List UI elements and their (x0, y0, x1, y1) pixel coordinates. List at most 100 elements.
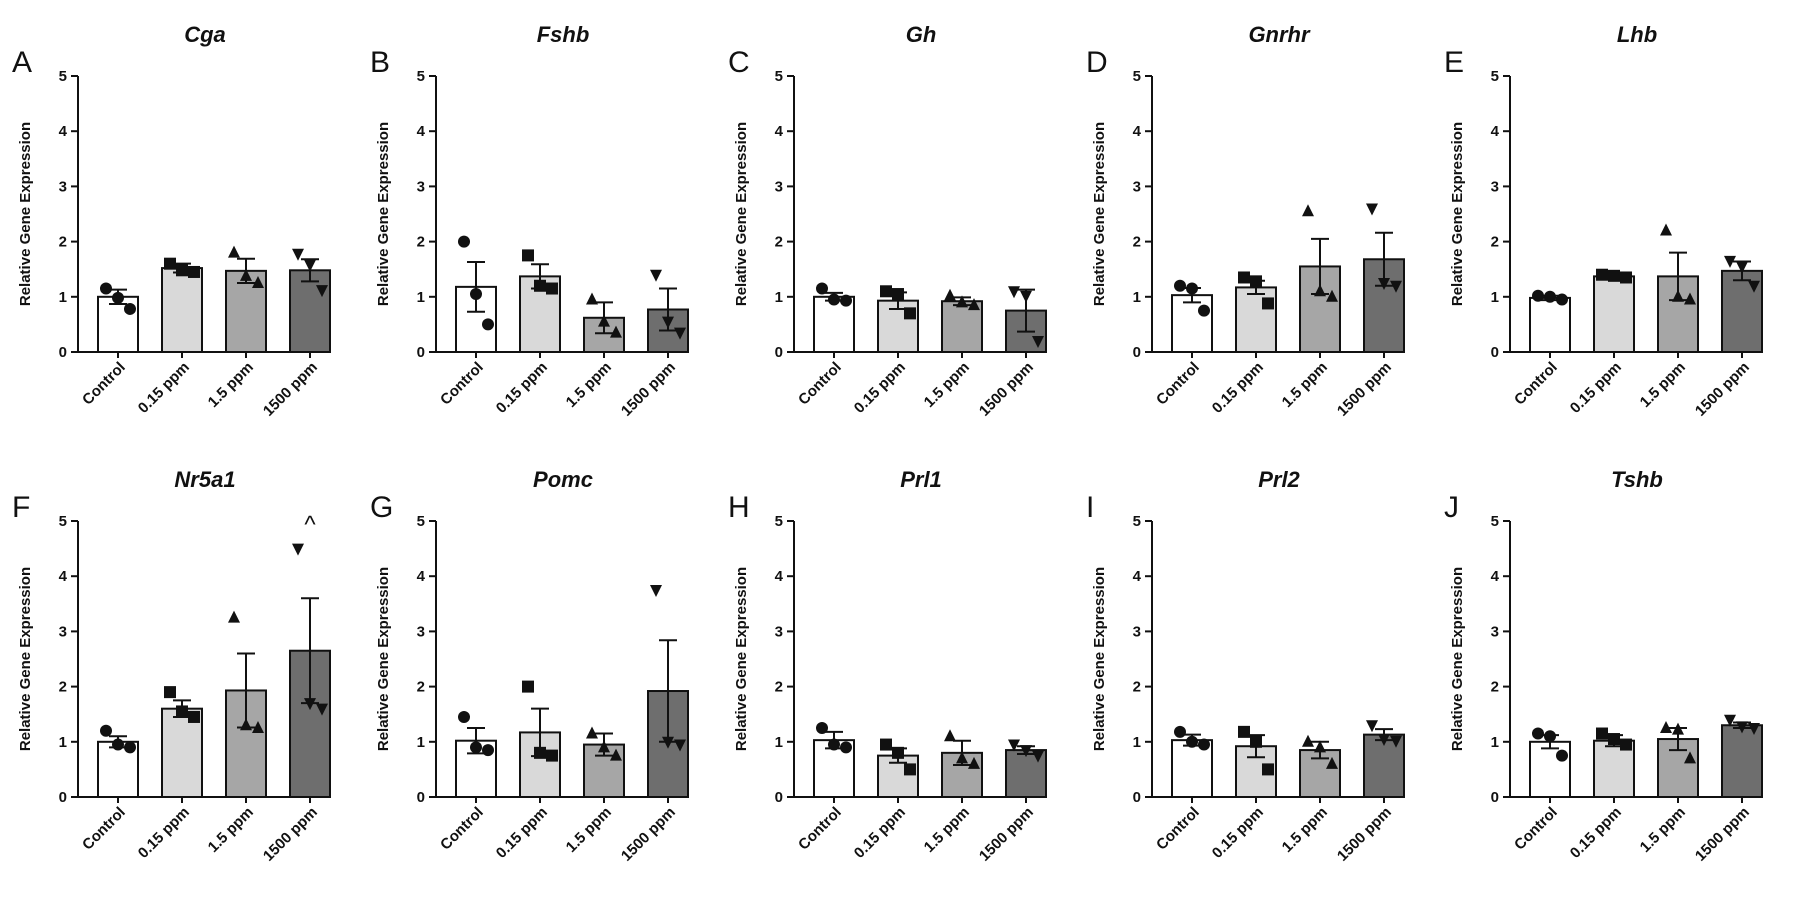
data-point (828, 738, 840, 751)
y-tick-label: 1 (1133, 289, 1141, 306)
data-point (1262, 297, 1274, 310)
panel-f: F Nr5a1 Relative Gene Expression Control 0.1… (12, 467, 331, 865)
y-tick-label: 0 (1133, 789, 1141, 806)
bar (1529, 740, 1571, 798)
data-point (892, 288, 904, 301)
x-tick-label: Control (79, 804, 129, 854)
data-point (816, 722, 828, 734)
data-point (100, 282, 112, 295)
data-point (482, 744, 494, 757)
panel-letter: C (728, 46, 750, 79)
x-tick-label: 1500 ppm (976, 359, 1037, 420)
data-point (188, 265, 200, 278)
x-tick-label: 1.5 ppm (563, 359, 615, 411)
x-tick-label: Control (1511, 359, 1561, 409)
data-point (1608, 733, 1620, 746)
y-axis-label: Relative Gene Expression (1449, 122, 1466, 306)
y-tick-label: 0 (417, 344, 425, 361)
panel-title: Nr5a1 (174, 467, 235, 492)
y-tick-label: 2 (59, 679, 67, 696)
y-tick-label: 4 (1133, 568, 1142, 585)
panel-title: Gh (906, 22, 937, 47)
data-point (1314, 284, 1326, 297)
y-tick-label: 2 (59, 234, 67, 251)
data-point (904, 763, 916, 776)
data-point (316, 285, 328, 298)
y-tick-label: 5 (417, 513, 425, 530)
panel-letter: H (728, 491, 750, 524)
x-tick-label: 0.15 ppm (135, 804, 193, 862)
data-point (1684, 751, 1696, 764)
panel-title: Cga (184, 22, 226, 47)
y-tick-label: 2 (775, 679, 783, 696)
y-tick-label: 0 (59, 789, 67, 806)
data-point (944, 288, 956, 301)
x-tick-label: 0.15 ppm (1209, 359, 1267, 417)
data-point (1008, 739, 1020, 752)
y-tick-label: 3 (1133, 623, 1141, 640)
data-point (1198, 738, 1210, 751)
data-point (1724, 714, 1736, 727)
x-tick-label: 1500 ppm (1334, 359, 1395, 420)
panel-title: Pomc (533, 467, 593, 492)
y-tick-label: 5 (1133, 513, 1141, 530)
panel-title: Prl2 (1258, 467, 1300, 492)
data-point (546, 282, 558, 295)
data-point (968, 298, 980, 311)
x-tick-label: 1500 ppm (1692, 359, 1753, 420)
data-point (1378, 734, 1390, 747)
data-point (1390, 280, 1402, 293)
y-tick-label: 3 (775, 623, 783, 640)
y-tick-label: 4 (59, 123, 68, 140)
data-point (1660, 721, 1672, 733)
y-tick-label: 0 (417, 789, 425, 806)
bar (1721, 724, 1763, 798)
y-tick-label: 3 (59, 178, 67, 195)
data-point (482, 318, 494, 331)
y-tick-label: 4 (59, 568, 68, 585)
data-point (1250, 275, 1262, 288)
panel-c: C Gh Relative Gene Expression Control 0.15 p… (728, 22, 1047, 420)
x-tick-label: 1500 ppm (260, 359, 321, 420)
data-point (1032, 335, 1044, 348)
y-axis-label: Relative Gene Expression (1091, 567, 1108, 751)
data-point (1544, 290, 1556, 303)
y-axis-label: Relative Gene Expression (375, 567, 392, 751)
data-point (650, 585, 662, 597)
data-point (1596, 268, 1608, 281)
data-point (470, 741, 482, 754)
y-tick-label: 1 (775, 734, 783, 751)
y-tick-label: 2 (1133, 679, 1141, 696)
data-point (880, 285, 892, 298)
data-point (1174, 279, 1186, 292)
data-point (176, 264, 188, 277)
bar (289, 269, 331, 353)
data-point (522, 680, 534, 693)
data-point (944, 729, 956, 742)
y-tick-label: 0 (1491, 344, 1499, 361)
data-point (598, 314, 610, 327)
data-point (586, 292, 598, 305)
data-point (188, 710, 200, 723)
data-point (1378, 278, 1390, 290)
data-point (1198, 304, 1210, 317)
data-point (228, 610, 240, 623)
data-point (1390, 735, 1402, 748)
y-axis-label: Relative Gene Expression (1449, 567, 1466, 751)
panel-title: Fshb (537, 22, 590, 47)
data-point (534, 279, 546, 292)
data-point (164, 257, 176, 270)
data-point (1366, 203, 1378, 216)
y-tick-label: 1 (1133, 734, 1141, 751)
panel-d: D Gnrhr Relative Gene Expression Control 0.1… (1086, 22, 1405, 420)
data-point (1186, 735, 1198, 748)
panel-letter: A (12, 46, 32, 79)
data-point (840, 741, 852, 754)
x-tick-label: 0.15 ppm (1567, 359, 1625, 417)
x-tick-label: 1.5 ppm (1279, 804, 1331, 856)
data-point (316, 703, 328, 716)
panel-letter: B (370, 46, 390, 79)
y-tick-label: 4 (1491, 568, 1500, 585)
y-tick-label: 0 (775, 344, 783, 361)
data-point (840, 294, 852, 307)
